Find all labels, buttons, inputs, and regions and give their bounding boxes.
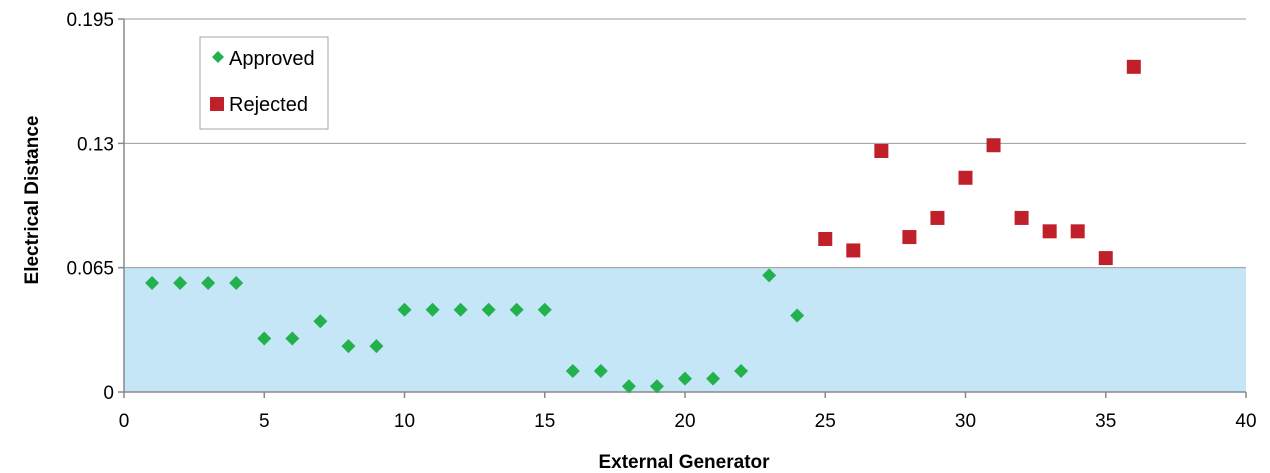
legend-label-rejected: Rejected <box>229 94 308 116</box>
point-rejected <box>1014 210 1029 225</box>
point-approved <box>145 275 160 290</box>
grid-lines <box>124 18 1246 269</box>
legend: Approved Rejected <box>199 36 329 130</box>
point-approved <box>341 339 356 354</box>
point-approved <box>453 302 468 317</box>
point-rejected <box>986 138 1001 153</box>
y-tick-label: 0.195 <box>66 10 114 31</box>
plot-shaded-region <box>124 267 1246 392</box>
x-tick-label: 15 <box>534 411 555 432</box>
y-tick-labels: 0 0.065 0.13 0.195 <box>66 10 124 404</box>
x-tick-label: 25 <box>815 411 836 432</box>
point-approved <box>509 302 524 317</box>
point-approved <box>706 371 721 386</box>
x-tick-labels: 0 5 10 15 20 25 30 35 40 <box>119 392 1257 432</box>
x-tick-label: 30 <box>955 411 976 432</box>
point-approved <box>790 308 805 323</box>
point-rejected <box>818 231 833 246</box>
point-rejected <box>902 230 917 245</box>
point-approved <box>678 371 692 386</box>
x-tick-label: 20 <box>674 411 695 432</box>
point-approved <box>481 302 496 317</box>
x-axis-title: External Generator <box>598 452 770 473</box>
point-approved <box>285 331 300 346</box>
legend-marker-rejected <box>210 97 224 111</box>
point-rejected <box>930 210 945 225</box>
point-approved <box>369 339 384 354</box>
legend-marker-approved <box>212 51 224 63</box>
x-tick-label: 35 <box>1095 411 1116 432</box>
legend-box <box>199 36 329 130</box>
point-rejected <box>1126 59 1141 74</box>
point-approved <box>229 275 244 290</box>
point-approved <box>537 302 552 317</box>
point-approved <box>425 302 440 317</box>
point-rejected <box>846 243 861 258</box>
x-tick-label: 40 <box>1235 411 1256 432</box>
point-approved <box>397 302 412 317</box>
point-rejected <box>1042 224 1057 239</box>
x-tick-label: 10 <box>394 411 415 432</box>
point-rejected <box>958 170 973 185</box>
legend-label-approved: Approved <box>229 48 315 70</box>
point-approved <box>565 363 580 378</box>
y-tick-label: 0 <box>103 383 114 404</box>
point-approved <box>649 379 664 394</box>
point-approved <box>313 314 328 329</box>
y-tick-label: 0.065 <box>66 259 114 280</box>
point-approved <box>201 275 216 290</box>
x-tick-label: 0 <box>119 411 130 432</box>
point-approved <box>621 379 636 394</box>
x-tick-label: 5 <box>259 411 270 432</box>
point-rejected <box>1098 251 1113 266</box>
data-points <box>145 59 1141 394</box>
point-rejected <box>1070 224 1085 239</box>
point-approved <box>257 331 272 346</box>
point-approved <box>734 363 749 378</box>
y-axis-title: Electrical Distance <box>22 116 43 285</box>
point-approved <box>593 363 608 378</box>
point-rejected <box>874 143 889 158</box>
y-tick-label: 0.13 <box>77 134 114 155</box>
point-approved <box>762 268 777 283</box>
point-approved <box>173 275 188 290</box>
